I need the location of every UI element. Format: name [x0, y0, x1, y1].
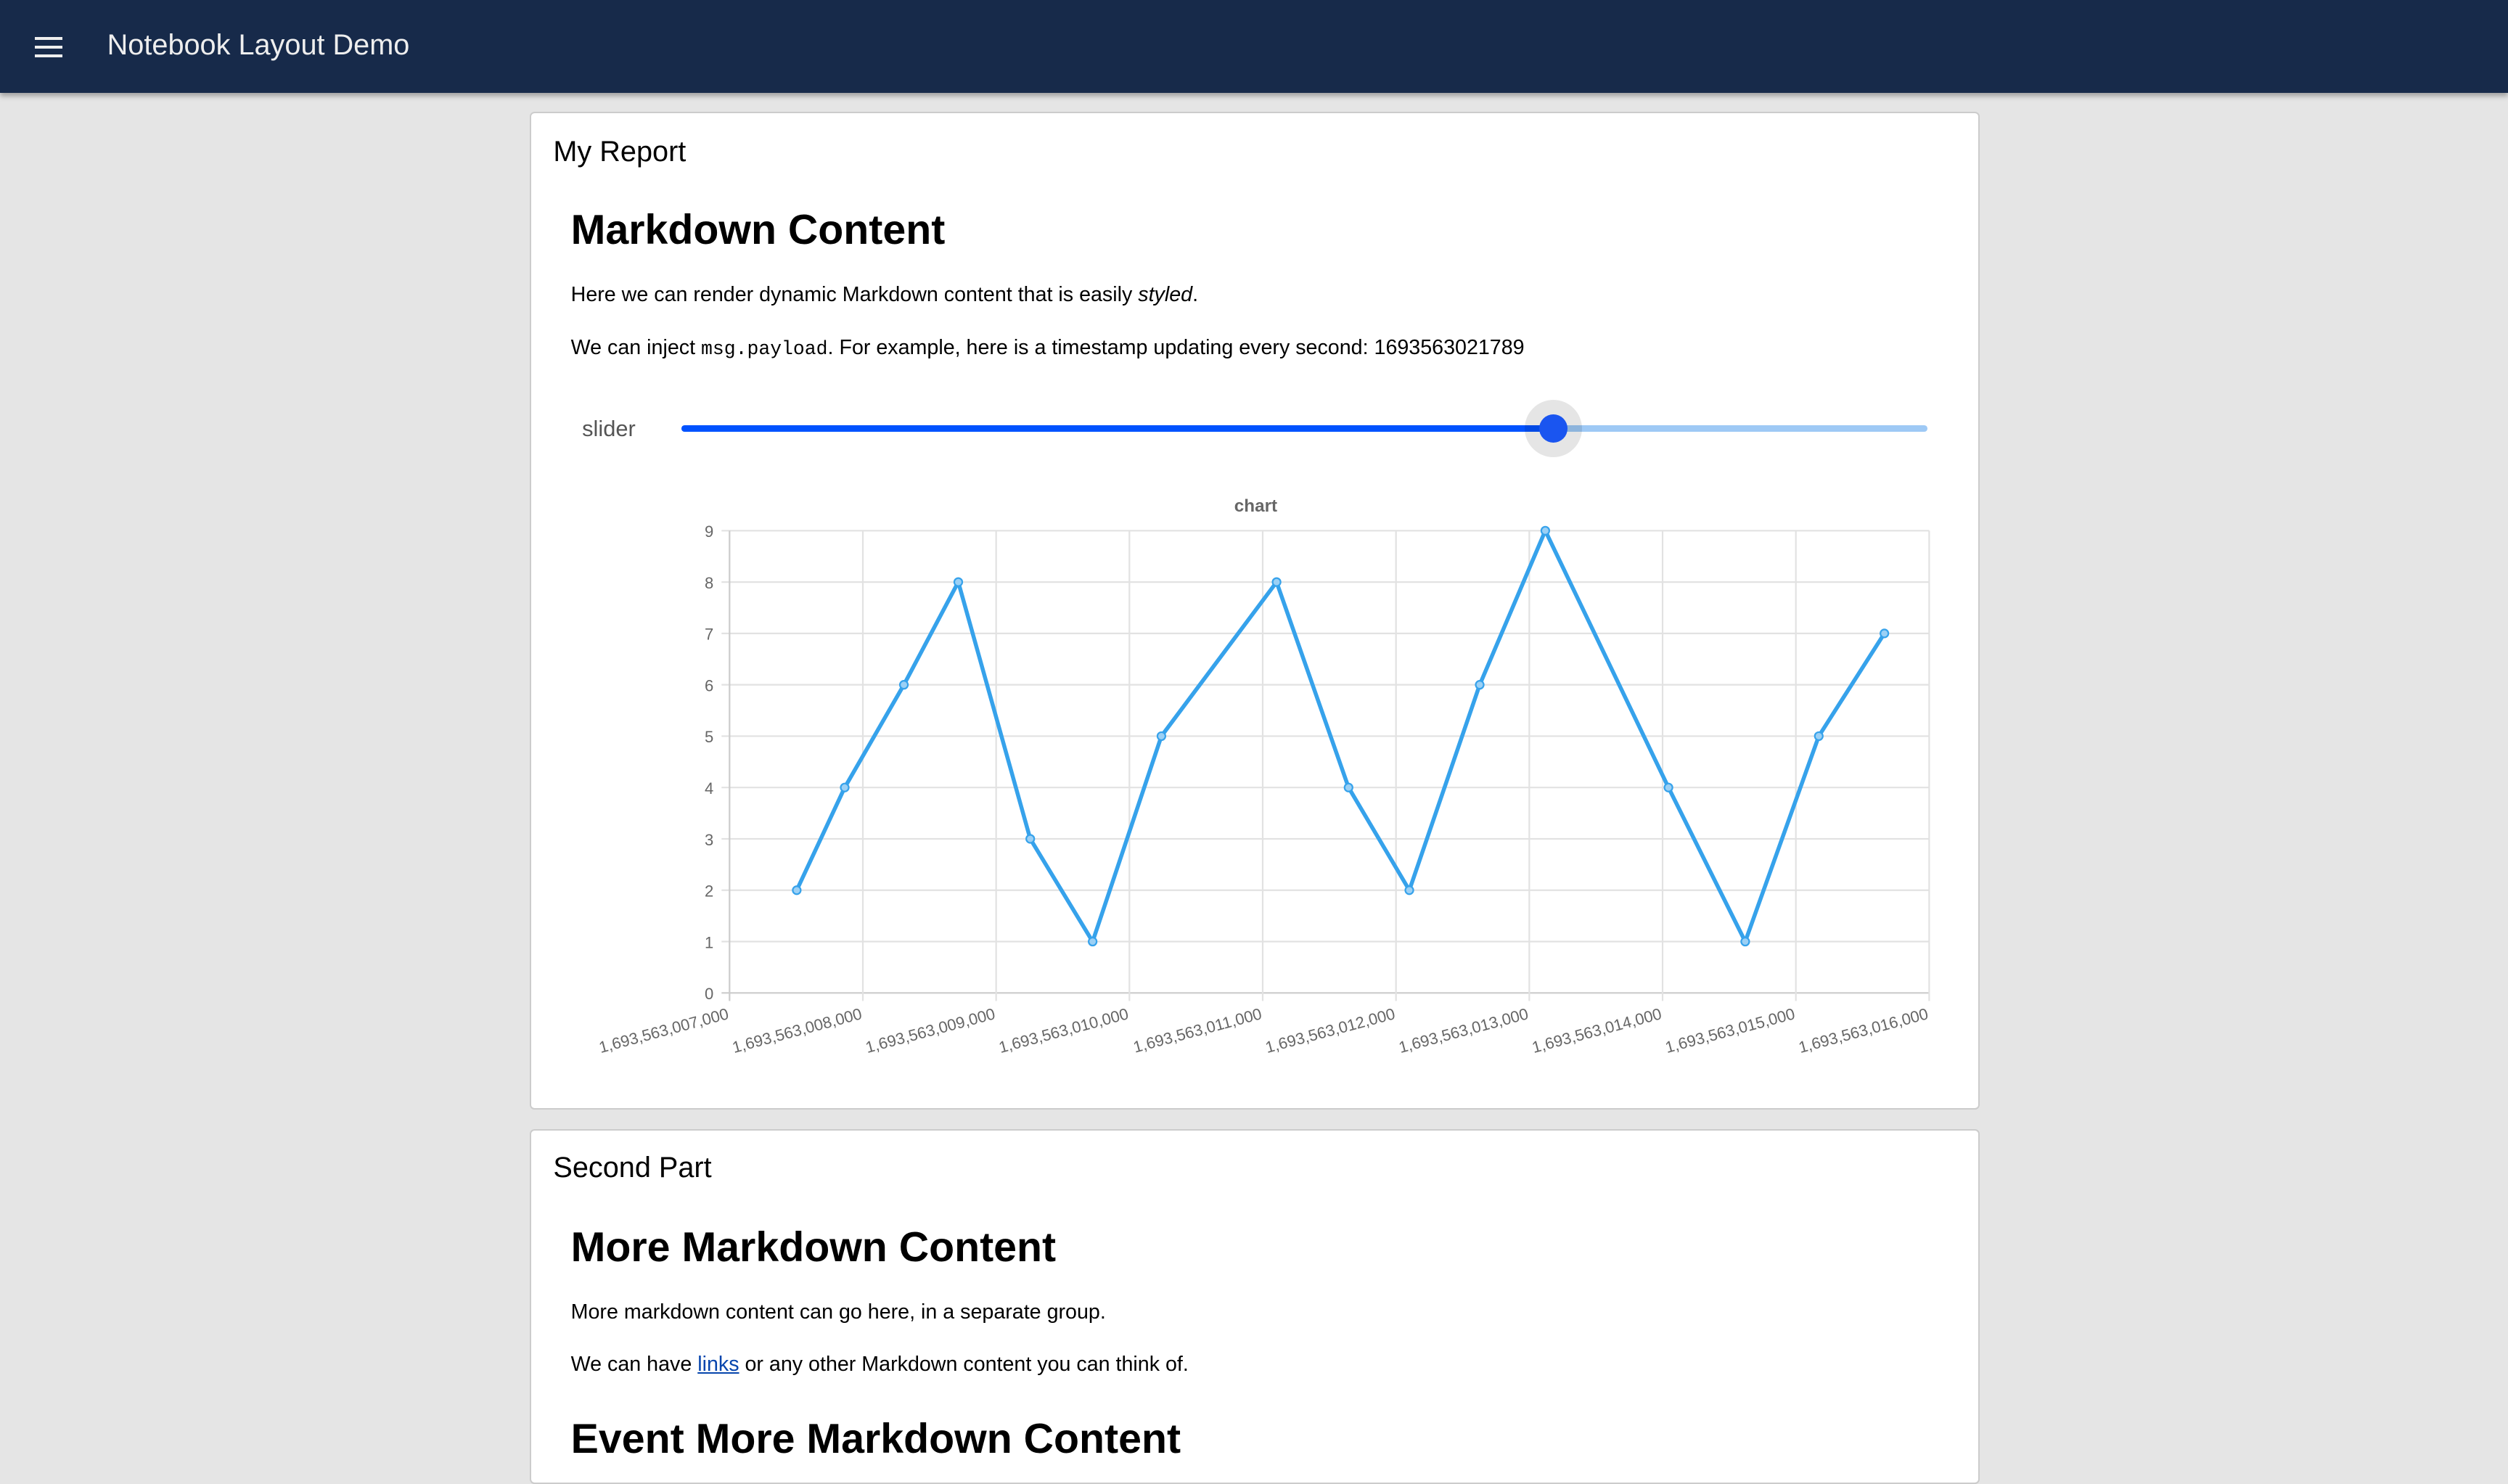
y-tick-label: 5: [705, 728, 713, 746]
data-point: [953, 577, 963, 587]
markdown-heading: Markdown Content: [570, 207, 946, 254]
group-second-part: Second Part More Markdown Content More m…: [529, 1129, 1980, 1484]
slider-thumb[interactable]: [1524, 399, 1583, 458]
data-point: [1879, 628, 1889, 639]
links-link[interactable]: links: [697, 1353, 739, 1377]
slider-track[interactable]: [681, 399, 1927, 458]
x-tick-label: 1,693,563,009,000: [864, 1004, 997, 1057]
y-tick-label: 1: [705, 934, 713, 952]
y-tick-label: 4: [705, 779, 713, 798]
styled-text: styled: [1138, 282, 1193, 306]
data-point: [1540, 525, 1550, 536]
data-point: [839, 782, 850, 793]
app-header: Notebook Layout Demo: [0, 0, 2508, 93]
markdown-paragraph: More markdown content can go here, in a …: [570, 1300, 1106, 1324]
y-tick-label: 0: [705, 985, 713, 1003]
y-tick-label: 9: [705, 522, 713, 541]
data-point: [1814, 731, 1824, 742]
markdown-paragraph: We can have links or any other Markdown …: [571, 1353, 1189, 1377]
y-tick-label: 7: [705, 626, 713, 644]
x-tick-label: 1,693,563,015,000: [1663, 1004, 1797, 1057]
data-point: [1025, 834, 1035, 844]
markdown-heading-2: Event More Markdown Content: [570, 1416, 1181, 1463]
group-title: My Report: [553, 136, 687, 168]
text: . For example, here is a timestamp updat…: [827, 335, 1374, 359]
group-title: Second Part: [553, 1151, 712, 1184]
data-point: [1156, 731, 1166, 742]
text: .: [1192, 282, 1199, 306]
markdown-paragraph: We can inject msg.payload. For example, …: [571, 336, 1525, 360]
y-tick-label: 6: [705, 677, 713, 695]
y-tick-label: 2: [705, 882, 713, 901]
data-point: [1403, 885, 1414, 895]
text: Here we can render dynamic Markdown cont…: [570, 282, 1139, 306]
data-point: [1343, 782, 1353, 793]
y-tick-label: 8: [705, 574, 713, 592]
x-tick-label: 1,693,563,007,000: [597, 1004, 730, 1057]
x-tick-label: 1,693,563,014,000: [1530, 1004, 1663, 1057]
data-point: [1663, 782, 1673, 793]
data-point: [791, 885, 802, 895]
series-line: [794, 528, 1886, 944]
data-point: [1474, 680, 1485, 690]
x-tick-label: 1,693,563,012,000: [1263, 1004, 1397, 1057]
slider-label: slider: [582, 415, 636, 441]
x-tick-label: 1,693,563,011,000: [1131, 1004, 1263, 1056]
data-point: [1271, 577, 1282, 587]
data-point: [898, 680, 909, 690]
x-tick-label: 1,693,563,010,000: [996, 1004, 1130, 1057]
chart-title: chart: [1234, 496, 1276, 516]
slider-fill: [681, 425, 1554, 432]
data-point: [1087, 937, 1097, 947]
x-tick-label: 1,693,563,008,000: [730, 1004, 864, 1057]
app-title: Notebook Layout Demo: [107, 28, 410, 61]
group-my-report: My Report Markdown Content Here we can r…: [529, 112, 1980, 1110]
hamburger-menu-icon[interactable]: [35, 36, 62, 58]
text: We can inject: [570, 335, 701, 359]
data-point: [1739, 937, 1750, 947]
markdown-paragraph: Here we can render dynamic Markdown cont…: [571, 283, 1198, 307]
text: We can have: [570, 1353, 698, 1377]
timestamp: 1693563021789: [1374, 335, 1525, 359]
y-tick-label: 3: [705, 831, 713, 849]
text: or any other Markdown content you can th…: [739, 1353, 1189, 1377]
x-tick-label: 1,693,563,013,000: [1396, 1004, 1530, 1057]
code-text: msg.payload: [701, 337, 828, 360]
x-tick-label: 1,693,563,016,000: [1796, 1004, 1930, 1057]
markdown-heading: More Markdown Content: [570, 1223, 1057, 1271]
